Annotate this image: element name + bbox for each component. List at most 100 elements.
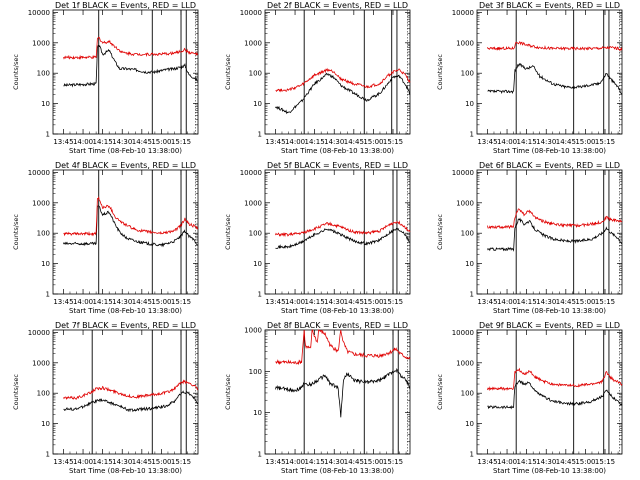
x-tick-label: 14:30 [324,138,344,146]
y-tick-label: 10 [465,100,474,108]
x-tick-label: 13:45 [53,138,73,146]
x-tick-label: 15:15 [171,458,191,466]
x-tick-label: 14:45 [556,138,576,146]
y-axis-label: Counts/sec [224,374,232,410]
panel-title: Det 6f BLACK = Events, RED = LLD [479,161,620,170]
y-tick-label: 100 [249,230,262,238]
x-tick-label: 14:15 [517,138,537,146]
y-axis-label: Counts/sec [436,214,444,250]
y-tick-label: 1 [46,131,50,139]
x-tick-label: 15:00 [575,298,595,306]
x-tick-label: 15:15 [383,458,403,466]
series-lld-line [63,196,198,237]
x-tick-label: 15:00 [151,138,171,146]
x-axis-label: Start Time (08-Feb-10 13:38:00) [69,307,182,315]
panel-title: Det 4f BLACK = Events, RED = LLD [55,161,196,170]
y-tick-label: 10 [253,260,262,268]
y-tick-label: 1 [258,131,262,139]
series-events-line [487,379,623,410]
x-tick-label: 13:45 [265,138,285,146]
x-tick-label: 14:00 [285,458,305,466]
x-tick-label: 14:15 [305,458,325,466]
series-lld-line [63,36,199,60]
y-tick-label: 1000 [32,199,50,207]
y-tick-label: 1 [258,451,262,459]
series-lld-line [487,41,623,52]
x-tick-label: 15:15 [383,138,403,146]
y-tick-label: 10 [253,100,262,108]
y-tick-label: 10 [465,260,474,268]
x-tick-label: 14:30 [112,138,132,146]
panel-title: Det 9f BLACK = Events, RED = LLD [479,321,620,330]
panel-title: Det 1f BLACK = Events, RED = LLD [55,1,196,10]
y-axis-label: Counts/sec [12,54,20,90]
y-tick-label: 1000 [456,199,474,207]
plot-frame [52,9,199,135]
y-tick-label: 1000 [32,39,50,47]
x-tick-label: 15:00 [363,298,383,306]
y-tick-label: 100 [37,390,50,398]
series-lld-line [63,379,198,400]
x-tick-label: 14:30 [112,298,132,306]
y-tick-label: 10 [41,100,50,108]
y-tick-label: 10000 [452,329,474,337]
x-tick-label: 13:45 [477,138,497,146]
plot-frame [52,329,199,455]
series-events-line [63,205,199,248]
y-tick-label: 1000 [244,327,262,335]
x-tick-label: 14:45 [556,458,576,466]
y-tick-label: 100 [37,70,50,78]
series-lld-line [487,208,623,230]
plot-frame [264,9,411,135]
series-events-line [63,44,198,88]
y-tick-label: 10000 [452,9,474,17]
x-tick-label: 15:15 [595,298,615,306]
y-tick-label: 100 [461,70,474,78]
y-tick-label: 100 [37,230,50,238]
series-lld-line [275,220,411,238]
y-tick-label: 1 [258,291,262,299]
x-tick-label: 14:45 [132,458,152,466]
y-tick-label: 1 [46,291,50,299]
y-tick-label: 10 [41,420,50,428]
panel-title: Det 7f BLACK = Events, RED = LLD [55,321,196,330]
x-tick-label: 15:15 [171,138,191,146]
y-tick-label: 10000 [28,9,50,17]
panel-2: Det 2f BLACK = Events, RED = LLD 1 10 100 10… [224,1,411,155]
x-tick-label: 14:30 [324,298,344,306]
x-tick-label: 14:45 [344,298,364,306]
x-tick-label: 13:45 [265,458,285,466]
y-tick-label: 100 [461,230,474,238]
panel-title: Det 2f BLACK = Events, RED = LLD [267,1,408,10]
x-tick-label: 13:45 [477,298,497,306]
y-tick-label: 1 [470,131,474,139]
panel-title: Det 3f BLACK = Events, RED = LLD [479,1,620,10]
x-tick-label: 14:00 [73,138,93,146]
x-tick-label: 14:00 [73,298,93,306]
plot-frame [476,329,623,455]
panel-3: Det 3f BLACK = Events, RED = LLD 1 10 100 10… [436,1,623,155]
x-tick-label: 14:15 [93,298,113,306]
x-tick-label: 15:15 [383,298,403,306]
y-tick-label: 100 [249,368,262,376]
series-events-line [63,390,199,413]
x-tick-label: 14:45 [344,138,364,146]
x-tick-label: 14:30 [536,138,556,146]
y-tick-label: 1000 [456,359,474,367]
x-tick-label: 15:00 [575,138,595,146]
x-axis-label: Start Time (08-Feb-10 13:38:00) [493,147,606,155]
series-events-line [275,227,411,249]
x-tick-label: 14:15 [305,298,325,306]
x-tick-label: 15:00 [151,298,171,306]
series-lld-line [275,329,411,366]
x-tick-label: 14:45 [344,458,364,466]
panel-title: Det 8f BLACK = Events, RED = LLD [267,321,408,330]
x-axis-label: Start Time (08-Feb-10 13:38:00) [493,307,606,315]
x-tick-label: 15:15 [595,458,615,466]
panel-5: Det 5f BLACK = Events, RED = LLD 1 10 100 10… [224,161,411,315]
y-tick-label: 10000 [28,169,50,177]
y-tick-label: 10000 [452,169,474,177]
y-tick-label: 1000 [456,39,474,47]
